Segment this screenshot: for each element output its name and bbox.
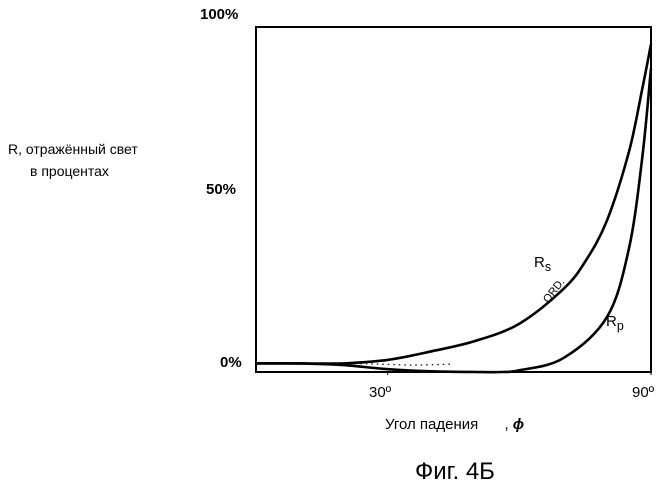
y-tick-label-100: 100% <box>200 6 238 23</box>
series-label-rp: Rp <box>606 313 624 333</box>
y-tick-label-0: 0% <box>220 354 242 371</box>
x-axis-label-text: Угол падения <box>385 416 478 433</box>
y-axis-label-line2: в процентах <box>8 160 138 182</box>
plot-frame <box>256 27 651 372</box>
chart-series-group <box>256 44 651 375</box>
series-line-rs <box>256 44 651 363</box>
x-axis-label: Угол падения , ϕ <box>385 416 524 433</box>
y-tick-label-50: 50% <box>206 181 236 198</box>
x-tick-label-90: 90º <box>632 384 654 401</box>
x-tick-label-30: 30º <box>369 384 391 401</box>
x-axis-symbol: ϕ <box>513 416 524 433</box>
series-label-rs: Rs <box>534 254 551 274</box>
series-line-rp <box>256 68 651 372</box>
y-axis-label: R, отражённый свет в процентах <box>8 138 138 182</box>
figure-caption: Фиг. 4Б <box>415 458 495 486</box>
y-axis-label-line1: R, отражённый свет <box>8 141 138 157</box>
